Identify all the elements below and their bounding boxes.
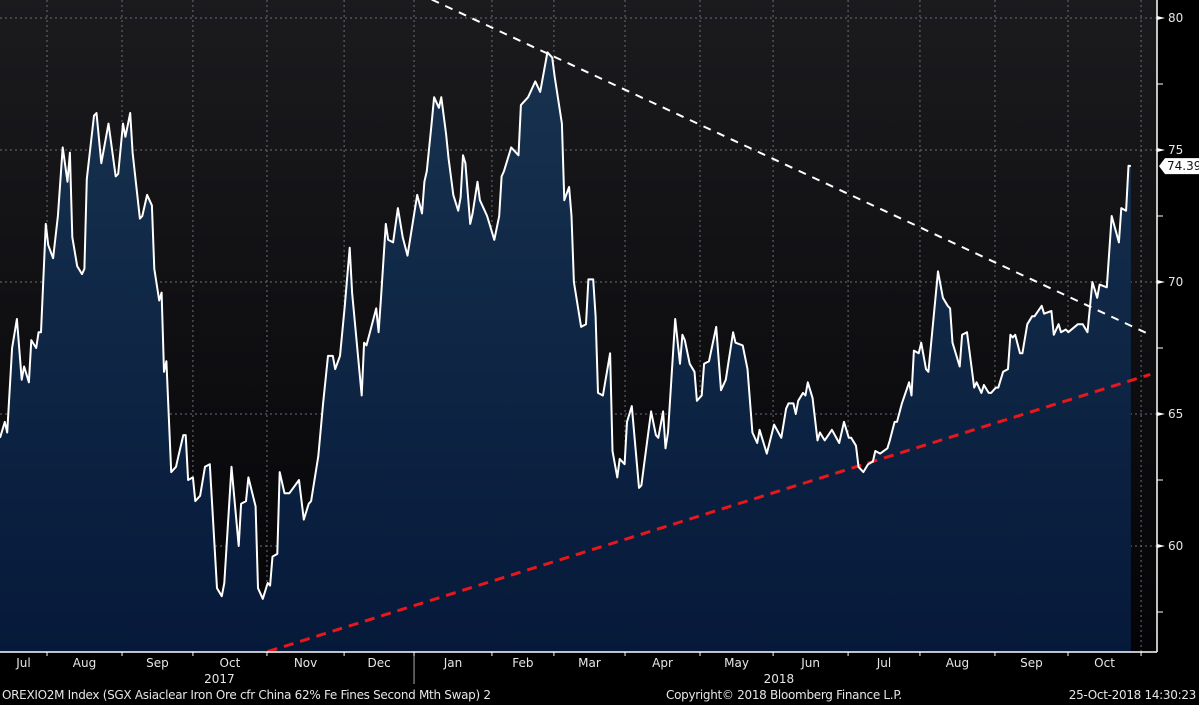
month-label: Jul <box>15 656 30 670</box>
month-label: Jan <box>443 656 463 670</box>
axes: 60 65 70 75 80 Jul Aug Sep Oct Nov Dec Jan Feb Mar Apr… <box>0 0 1183 686</box>
last-value-marker: 74.39 <box>1159 158 1199 175</box>
month-label: Dec <box>367 656 390 670</box>
y-tick-label: 60 <box>1168 539 1183 553</box>
footer-timestamp: 25-Oct-2018 14:30:23 <box>1068 688 1197 702</box>
y-tick-label: 80 <box>1168 11 1183 25</box>
y-tick <box>1157 412 1165 416</box>
year-label: 2017 <box>204 672 235 686</box>
last-value-label: 74.39 <box>1167 159 1199 173</box>
support-trendline <box>267 372 1151 654</box>
month-label: May <box>724 656 749 670</box>
y-tick <box>1157 148 1165 152</box>
month-label: Sep <box>1020 656 1043 670</box>
month-label: Oct <box>1094 656 1115 670</box>
month-label: Aug <box>73 656 96 670</box>
footer-description: OREXIO2M Index (SGX Asiaclear Iron Ore c… <box>2 688 491 702</box>
year-label: 2018 <box>764 672 795 686</box>
price-line <box>0 51 1132 600</box>
month-label: Mar <box>578 656 601 670</box>
footer-copyright: Copyright© 2018 Bloomberg Finance L.P. <box>666 688 902 702</box>
month-label: Feb <box>512 656 533 670</box>
trendlines <box>267 0 1151 654</box>
month-label: Oct <box>220 656 241 670</box>
month-label: Sep <box>146 656 169 670</box>
y-tick <box>1157 544 1165 548</box>
month-label: Jun <box>800 656 820 670</box>
month-label: Apr <box>652 656 673 670</box>
month-label: Aug <box>946 656 969 670</box>
y-tick-label: 75 <box>1168 143 1183 157</box>
month-label: Jul <box>876 656 891 670</box>
y-tick <box>1157 16 1165 20</box>
resistance-trendline <box>431 0 1151 336</box>
month-label: Nov <box>294 656 317 670</box>
price-area <box>0 52 1131 653</box>
y-tick <box>1157 280 1165 284</box>
last-value-box <box>1159 158 1199 175</box>
y-tick-label: 65 <box>1168 407 1183 421</box>
y-tick-label: 70 <box>1168 275 1183 289</box>
